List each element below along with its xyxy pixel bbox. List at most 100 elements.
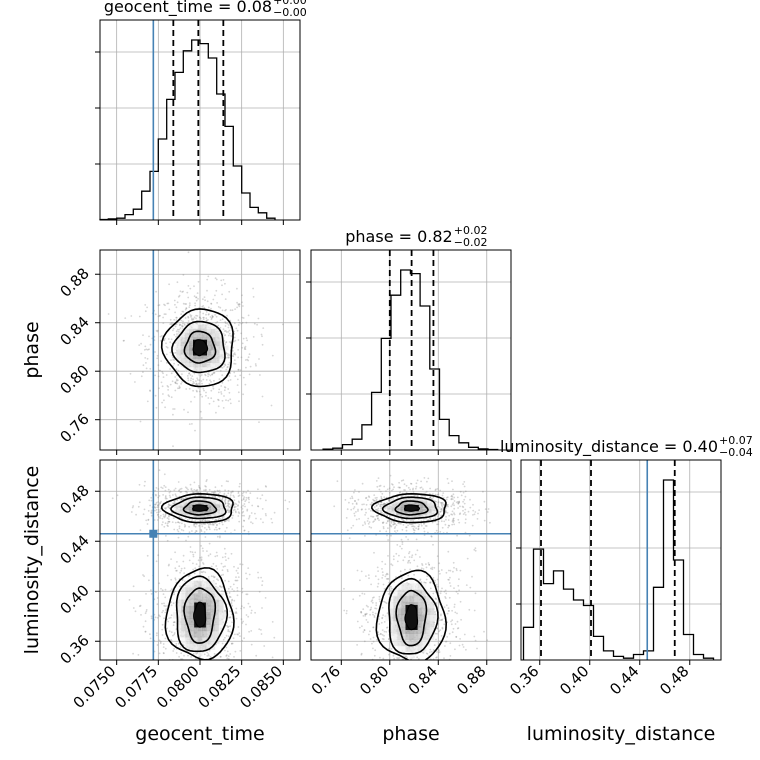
scatter-point (162, 372, 164, 375)
scatter-point (453, 519, 455, 522)
scatter-point (231, 490, 234, 493)
density-cell (405, 595, 411, 603)
scatter-point (193, 572, 196, 575)
scatter-point (239, 635, 241, 637)
scatter-point (455, 590, 458, 593)
scatter-point (397, 486, 400, 489)
scatter-point (194, 302, 197, 305)
density-cell (202, 580, 207, 588)
density-cell (180, 341, 186, 346)
scatter-point (160, 500, 163, 503)
scatter-point (169, 496, 172, 499)
scatter-point (378, 488, 381, 491)
scatter-point (180, 313, 183, 316)
scatter-point (371, 599, 374, 602)
density-cell (180, 501, 185, 505)
scatter-point (168, 515, 170, 518)
scatter-point (162, 513, 165, 516)
scatter-point (237, 356, 240, 359)
scatter-point (453, 496, 456, 499)
scatter-point (246, 593, 249, 596)
scatter-point (416, 549, 419, 552)
scatter-point (240, 356, 243, 359)
scatter-point (374, 500, 377, 503)
scatter-point (234, 363, 237, 365)
panel-frame (520, 459, 722, 661)
scatter-point (228, 375, 231, 377)
scatter-point (225, 399, 227, 401)
scatter-point (192, 553, 195, 556)
scatter-point (429, 581, 431, 584)
scatter-point (412, 525, 415, 528)
contour-line (381, 496, 439, 520)
scatter-point (444, 510, 447, 513)
scatter-point (235, 511, 237, 514)
scatter-point (436, 627, 439, 629)
scatter-point (205, 391, 207, 394)
scatter-point (207, 576, 210, 578)
scatter-point (183, 523, 186, 526)
scatter-point (196, 315, 199, 317)
density-cell (180, 332, 186, 338)
scatter-point (216, 568, 219, 570)
scatter-point (223, 520, 226, 523)
density-cell (215, 337, 220, 342)
scatter-point (187, 320, 190, 322)
scatter-point (390, 585, 392, 588)
scatter-point (219, 326, 222, 329)
scatter-point (207, 495, 210, 498)
scatter-point (185, 303, 188, 305)
density-cell (215, 503, 221, 507)
scatter-point (224, 309, 227, 312)
density-cell (219, 349, 225, 355)
scatter-point (134, 381, 136, 383)
scatter-point (407, 561, 409, 564)
density-cell (181, 611, 187, 619)
scatter-point (400, 547, 403, 550)
scatter-point (357, 508, 359, 511)
scatter-point (142, 574, 144, 576)
scatter-point (203, 519, 206, 522)
scatter-point (448, 632, 451, 635)
scatter-point (208, 488, 211, 491)
scatter-point (379, 632, 382, 635)
scatter-point (227, 502, 230, 504)
scatter-point (409, 561, 412, 564)
density-cell (418, 509, 424, 512)
scatter-point (205, 488, 207, 491)
scatter-point (417, 528, 420, 531)
scatter-point (423, 581, 426, 584)
scatter-point (167, 505, 170, 508)
scatter-point (217, 405, 220, 408)
scatter-point (208, 519, 211, 522)
scatter-point (205, 480, 208, 483)
scatter-point (228, 616, 231, 619)
scatter-point (169, 368, 172, 370)
scatter-point (360, 570, 363, 573)
scatter-point (172, 650, 175, 652)
scatter-point (193, 382, 196, 384)
scatter-point (450, 620, 452, 623)
scatter-point (204, 485, 207, 487)
scatter-point (378, 485, 381, 487)
scatter-point (231, 517, 234, 519)
density-cell (214, 624, 220, 632)
scatter-point (257, 576, 260, 579)
scatter-point (142, 334, 144, 336)
scatter-point (205, 485, 207, 488)
scatter-point (361, 508, 363, 511)
density-cell (172, 611, 178, 619)
scatter-point (164, 508, 167, 510)
scatter-point (220, 385, 223, 387)
scatter-point (226, 356, 228, 359)
scatter-point (200, 380, 203, 382)
density-cell (180, 509, 185, 512)
scatter-point (227, 626, 229, 628)
scatter-point (224, 282, 226, 285)
scatter-point (446, 503, 449, 506)
density-cell (413, 501, 419, 505)
scatter-point (355, 503, 358, 505)
scatter-point (388, 499, 390, 502)
scatter-point (228, 518, 230, 520)
scatter-point (140, 375, 143, 378)
